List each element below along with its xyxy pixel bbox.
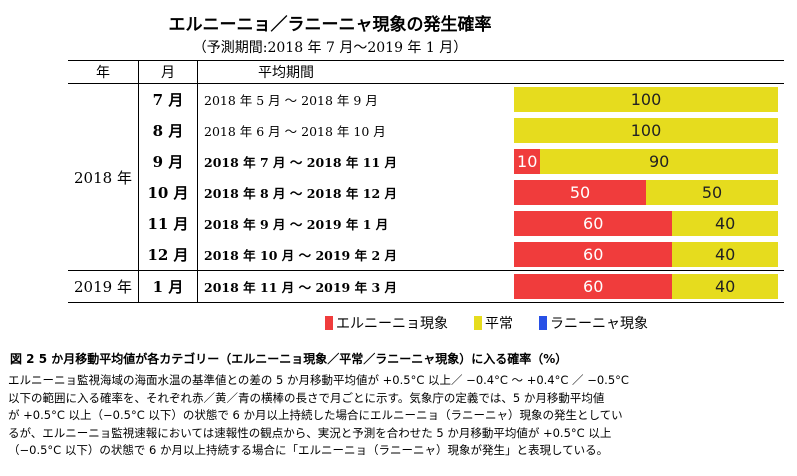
period-cell: 2018 年 7 月 〜 2018 年 11 月	[204, 155, 397, 170]
legend-lanina-label: ラニーニャ現象	[550, 316, 648, 332]
header-period: 平均期間	[197, 60, 508, 84]
body-line: が +0.5°C 以上（−0.5°C 以下）の状態で 6 か月以上持続した場合に…	[8, 408, 623, 422]
header-month: 月	[138, 60, 198, 84]
figure-caption: 図 2 5 か月移動平均値が各カテゴリー（エルニーニョ現象／平常／ラニーニャ現象…	[10, 352, 568, 366]
chart-title: エルニーニョ／ラニーニャ現象の発生確率	[168, 15, 492, 35]
month-cell: 12 月	[138, 239, 198, 271]
elnino-swatch	[325, 316, 333, 330]
table-row: 9 月 2018 年 7 月 〜 2018 年 11 月 10 90	[68, 146, 784, 177]
elnino-segment: 60	[514, 242, 673, 267]
normal-segment: 40	[672, 242, 778, 267]
normal-segment: 90	[540, 149, 778, 174]
probability-bar: 60 40	[514, 274, 778, 299]
year-cell: 2018 年	[68, 83, 139, 271]
probability-bar: 60 40	[514, 242, 778, 267]
elnino-segment: 60	[514, 274, 673, 299]
normal-segment: 40	[672, 211, 778, 236]
table-row: 10 月 2018 年 8 月 〜 2018 年 12 月 50 50	[68, 177, 784, 208]
body-line: （−0.5°C 以下）の状態で 6 か月以上持続する場合に「エルニーニョ（ラニー…	[8, 443, 609, 457]
period-cell: 2018 年 8 月 〜 2018 年 12 月	[204, 186, 397, 201]
table-row: 8 月 2018 年 6 月 〜 2018 年 10 月 100	[68, 115, 784, 146]
header-year: 年	[68, 60, 139, 84]
year-cell: 2019 年	[68, 270, 139, 303]
lanina-swatch	[539, 316, 547, 330]
caption-body: エルニーニョ監視海域の海面水温の基準値との差の 5 か月移動平均値が +0.5°…	[8, 372, 790, 460]
period-cell: 2018 年 9 月 〜 2019 年 1 月	[204, 217, 389, 232]
body-line: るが、エルニーニョ監視速報においては速報性の観点から、実況と予測を合わせた 5 …	[8, 425, 612, 440]
normal-segment: 100	[514, 87, 778, 112]
elnino-segment: 60	[514, 211, 673, 236]
chart-subtitle: （予測期間:2018 年 7 月〜2019 年 1 月）	[192, 40, 468, 56]
period-cell: 2018 年 11 月 〜 2019 年 3 月	[197, 270, 508, 303]
table-row: 12 月 2018 年 10 月 〜 2019 年 2 月 60 40	[68, 239, 784, 271]
elnino-segment: 10	[514, 149, 541, 174]
month-cell: 8 月	[138, 115, 198, 146]
period-cell: 2018 年 10 月 〜 2019 年 2 月	[204, 248, 397, 263]
legend-normal-label: 平常	[485, 316, 513, 332]
legend-normal: 平常	[474, 313, 513, 333]
normal-segment: 50	[646, 180, 778, 205]
normal-swatch	[474, 316, 482, 330]
normal-segment: 100	[514, 118, 778, 143]
month-cell: 7 月	[138, 83, 198, 115]
elnino-segment: 50	[514, 180, 646, 205]
probability-bar: 100	[514, 118, 778, 143]
period-cell: 2018 年 5 月 〜 2018 年 9 月	[204, 93, 378, 108]
legend-lanina: ラニーニャ現象	[539, 313, 648, 333]
probability-bar: 10 90	[514, 149, 778, 174]
period-cell: 2018 年 6 月 〜 2018 年 10 月	[204, 124, 386, 139]
table-row: 11 月 2018 年 9 月 〜 2019 年 1 月 60 40	[68, 208, 784, 239]
month-cell: 10 月	[138, 177, 198, 208]
body-line: 以下の範囲に入る確率を、それぞれ赤／黄／青の横棒の長さで月ごとに示す。気象庁の定…	[8, 390, 605, 405]
body-line: エルニーニョ監視海域の海面水温の基準値との差の 5 か月移動平均値が +0.5°…	[8, 373, 629, 387]
month-cell: 9 月	[138, 146, 198, 177]
probability-bar: 100	[514, 87, 778, 112]
legend-elnino-label: エルニーニョ現象	[336, 316, 448, 332]
legend-elnino: エルニーニョ現象	[325, 313, 448, 333]
normal-segment: 40	[672, 274, 778, 299]
month-cell: 11 月	[138, 208, 198, 239]
probability-bar: 60 40	[514, 211, 778, 236]
probability-bar: 50 50	[514, 180, 778, 205]
table-header: 年 月 平均期間	[68, 60, 784, 84]
legend: エルニーニョ現象 平常 ラニーニャ現象	[325, 313, 648, 333]
month-cell: 1 月	[138, 270, 198, 303]
